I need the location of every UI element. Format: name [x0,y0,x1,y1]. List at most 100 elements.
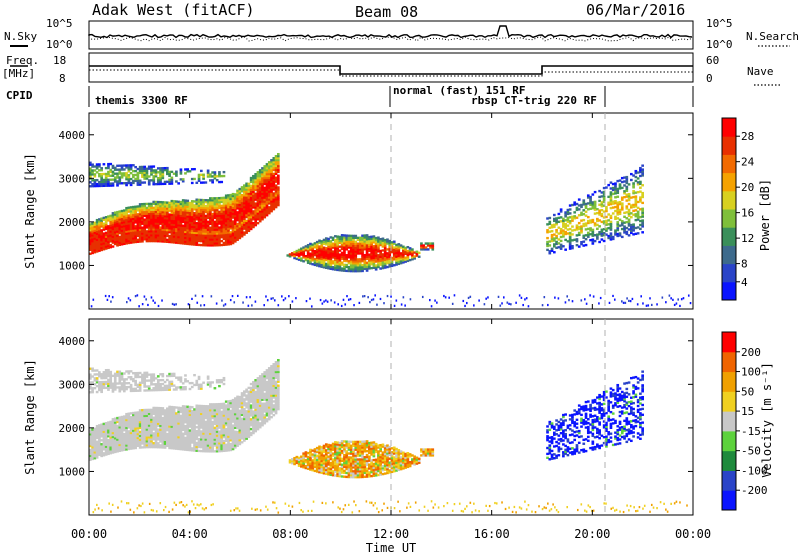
echo-cell [166,240,169,243]
echo-cell [224,447,228,450]
echo-cell [265,208,269,211]
echo-cell [211,403,214,406]
echo-cell [125,214,128,218]
echo-cell [177,420,180,423]
echo-cell [125,412,128,416]
echo-cell [172,231,176,234]
echo-cell [365,249,369,253]
echo-cell [175,208,178,211]
echo-cell [227,404,230,407]
nave-line [89,69,693,77]
echo-cell [179,206,183,210]
echo-cell [156,202,160,206]
echo-cell [609,214,613,218]
echo-cell [122,429,126,432]
echo-cell [118,443,122,447]
echo-cell [113,231,117,234]
echo-cell [661,296,664,299]
echo-cell [256,204,260,207]
echo-cell [607,234,611,238]
echo-cell [91,234,94,237]
echo-cell [172,443,176,446]
echo-cell [213,405,217,408]
echo-cell [111,429,115,433]
echo-cell [238,423,242,426]
echo-cell [231,404,235,408]
echo-cell [170,425,174,428]
echo-cell [157,304,160,308]
echo-cell [265,192,269,195]
echo-cell [399,258,403,261]
echo-cell [104,243,108,246]
echo-cell [197,218,201,221]
echo-cell [309,254,312,257]
echo-cell [243,227,246,230]
echo-cell [177,432,180,435]
echo-cell [243,225,246,228]
echo-cell [272,194,276,197]
echo-cell [113,437,117,440]
echo-cell [334,235,337,238]
echo-cell [365,267,369,270]
echo-cell [100,233,103,236]
echo-cell [127,170,131,173]
echo-cell [388,253,392,256]
echo-cell [222,212,226,215]
echo-cell [209,175,212,178]
echo-cell [227,409,230,413]
echo-cell [213,212,217,216]
echo-cell [215,202,219,206]
echo-cell [98,231,101,235]
echo-cell [113,427,117,430]
echo-cell [602,233,606,237]
echo-cell [206,220,210,224]
echo-cell [401,247,405,250]
echo-cell [170,409,174,413]
echo-cell [104,239,108,242]
echo-cell [252,174,255,178]
echo-cell [104,217,108,221]
echo-cell [231,432,235,435]
echo-cell [361,234,364,237]
echo-cell [172,445,176,448]
echo-cell [132,415,135,419]
echo-cell [179,408,183,412]
echo-cell [227,198,230,201]
echo-cell [358,267,362,271]
echo-cell [602,194,606,198]
echo-cell [168,440,171,444]
echo-cell [141,204,144,208]
echo-cell [91,449,94,453]
echo-cell [93,441,97,444]
echo-cell [649,297,651,300]
echo-cell [134,232,137,236]
echo-cell [451,302,454,305]
echo-cell [190,421,194,425]
echo-cell [354,236,358,240]
echo-cell [132,413,135,417]
echo-cell [354,252,358,255]
echo-cell [100,237,103,240]
echo-cell [179,414,183,418]
echo-cell [206,203,210,206]
echo-cell [245,202,248,205]
echo-cell [238,435,242,438]
echo-cell [381,262,385,266]
echo-cell [184,405,187,408]
echo-cell [469,295,472,298]
echo-cell [116,234,119,237]
echo-cell [163,417,167,420]
echo-cell [571,215,574,218]
echo-cell [224,412,228,415]
echo-cell [129,427,133,431]
echo-cell [184,201,187,204]
echo-cell [166,428,169,432]
echo-cell [236,224,239,228]
echo-cell [508,302,510,305]
echo-cell [602,200,606,203]
echo-cell [141,416,144,420]
echo-cell [306,243,310,247]
echo-cell [188,223,192,226]
echo-cell [625,193,629,196]
echo-cell [580,211,583,214]
